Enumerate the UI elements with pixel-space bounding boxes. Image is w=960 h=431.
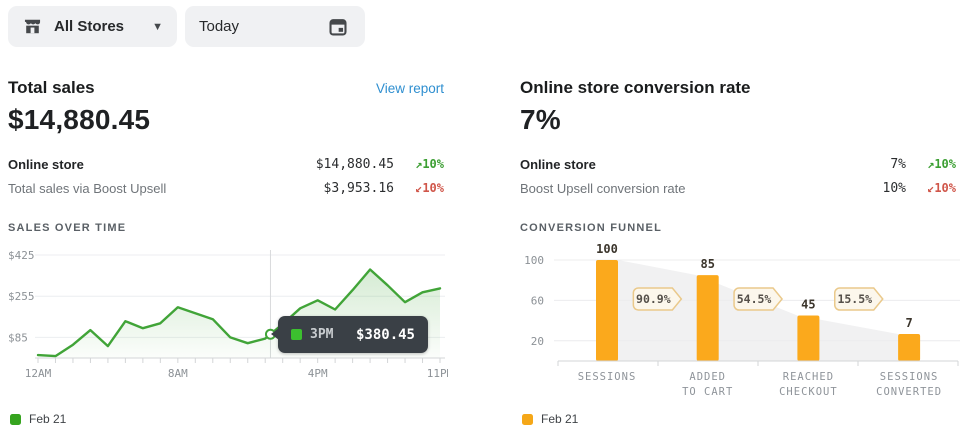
stat-label: Boost Upsell conversion rate	[520, 180, 686, 196]
conversion-badge	[632, 287, 683, 311]
conversion-funnel-chart[interactable]: 100 60 20 100 85 45 7 90.9% 54.5% 15.5% SESSIONS AD…	[520, 238, 960, 410]
stat-value: $3,953.16	[323, 180, 394, 196]
total-sales-title: Total sales	[8, 78, 95, 97]
funnel-bar	[797, 315, 820, 361]
stat-row-online-store: Online store $14,880.45 ↗10%	[8, 152, 444, 176]
trend-down-indicator: ↙10%	[927, 181, 956, 195]
y-axis-label: 60	[531, 294, 544, 307]
funnel-category-label: CONVERTED	[876, 386, 942, 398]
view-report-link[interactable]: View report	[375, 81, 444, 96]
trend-up-indicator: ↗10%	[927, 157, 956, 171]
x-axis-label: 4PM	[308, 367, 328, 380]
y-axis-label: 100	[524, 254, 544, 267]
stat-label: Online store	[8, 156, 84, 172]
conversion-rate-value: 7%	[520, 104, 561, 135]
funnel-category-label: TO CART	[682, 386, 733, 398]
funnel-category-label: SESSIONS	[880, 371, 939, 383]
funnel-category-label: SESSIONS	[578, 371, 637, 383]
stat-row-boost-upsell: Total sales via Boost Upsell $3,953.16 ↙…	[8, 176, 444, 200]
conversion-badge-label: 15.5%	[837, 292, 872, 306]
tooltip-value: $380.45	[355, 326, 415, 343]
topbar: All Stores ▼ Today	[0, 0, 960, 56]
tooltip-time: 3PM	[310, 327, 334, 342]
stat-label: Total sales via Boost Upsell	[8, 180, 167, 196]
x-axis-label: 8AM	[168, 367, 188, 380]
stat-label: Online store	[520, 156, 596, 172]
trend-up-indicator: ↗10%	[415, 157, 444, 171]
legend-swatch	[10, 413, 21, 425]
funnel-bar	[898, 334, 921, 361]
stat-row-online-store-rate: Online store 7% ↗10%	[520, 152, 956, 176]
chart-tooltip: 3PM $380.45	[271, 316, 428, 353]
conversion-badge-label: 54.5%	[737, 292, 772, 306]
legend-label: Feb 21	[29, 412, 67, 426]
stat-row-boost-upsell-rate: Boost Upsell conversion rate 10% ↙10%	[520, 176, 956, 200]
funnel-category-label: REACHED	[783, 371, 834, 383]
total-sales-value: $14,880.45	[8, 104, 151, 135]
funnel-legend: Feb 21	[522, 412, 578, 426]
stat-value: 7%	[890, 156, 906, 172]
y-axis-label: $425	[8, 249, 35, 262]
store-selector-label: All Stores	[54, 18, 125, 35]
store-icon	[22, 16, 43, 37]
x-axis-label: 12AM	[25, 367, 52, 380]
stat-value: 10%	[882, 180, 906, 196]
funnel-bar	[696, 275, 719, 361]
y-axis-label: $85	[8, 331, 28, 344]
date-range-button[interactable]: Today	[185, 6, 365, 47]
tooltip-series-swatch	[291, 329, 302, 340]
conversion-rate-panel: Online store conversion rate 7% Online s…	[520, 72, 960, 426]
trend-down-indicator: ↙10%	[415, 181, 444, 195]
conversion-breakdown: Online store 7% ↗10% Boost Upsell conver…	[520, 152, 956, 200]
conversion-badge-label: 90.9%	[636, 292, 671, 306]
sales-line-series	[36, 268, 442, 358]
y-axis-label: 20	[531, 335, 544, 348]
store-selector-button[interactable]: All Stores ▼	[8, 6, 177, 47]
conversion-badge	[733, 287, 784, 311]
funnel-category-label: ADDED	[689, 371, 726, 383]
x-axis-label: 11PM	[427, 367, 448, 380]
calendar-icon	[327, 16, 349, 38]
funnel-bar	[596, 260, 618, 361]
conversion-funnel-heading: CONVERSION FUNNEL	[520, 222, 663, 234]
date-range-label: Today	[199, 18, 240, 35]
funnel-category-label: CHECKOUT	[779, 386, 838, 398]
funnel-chart-svg: 100 60 20 100 85 45 7 90.9% 54.5% 15.5% SESSIONS AD…	[524, 242, 960, 398]
stat-value: $14,880.45	[315, 156, 394, 172]
chevron-down-icon: ▼	[152, 20, 163, 33]
conversion-badge	[834, 287, 884, 311]
legend-label: Feb 21	[541, 412, 579, 426]
bar-value-label: 7	[905, 316, 912, 330]
sales-over-time-heading: SALES OVER TIME	[8, 222, 127, 234]
sales-over-time-chart[interactable]: $425 $255 $85 12AM 8AM 4PM 11PM 3PM $380.45	[8, 238, 448, 410]
sales-legend: Feb 21	[10, 412, 66, 426]
total-sales-breakdown: Online store $14,880.45 ↗10% Total sales…	[8, 152, 444, 200]
bar-value-label: 100	[596, 242, 618, 256]
bar-value-label: 85	[700, 257, 714, 271]
legend-swatch	[522, 413, 533, 425]
total-sales-panel: Total sales View report $14,880.45 Onlin…	[8, 72, 448, 426]
y-axis-label: $255	[8, 290, 35, 303]
conversion-rate-title: Online store conversion rate	[520, 78, 751, 97]
bar-value-label: 45	[801, 298, 815, 312]
